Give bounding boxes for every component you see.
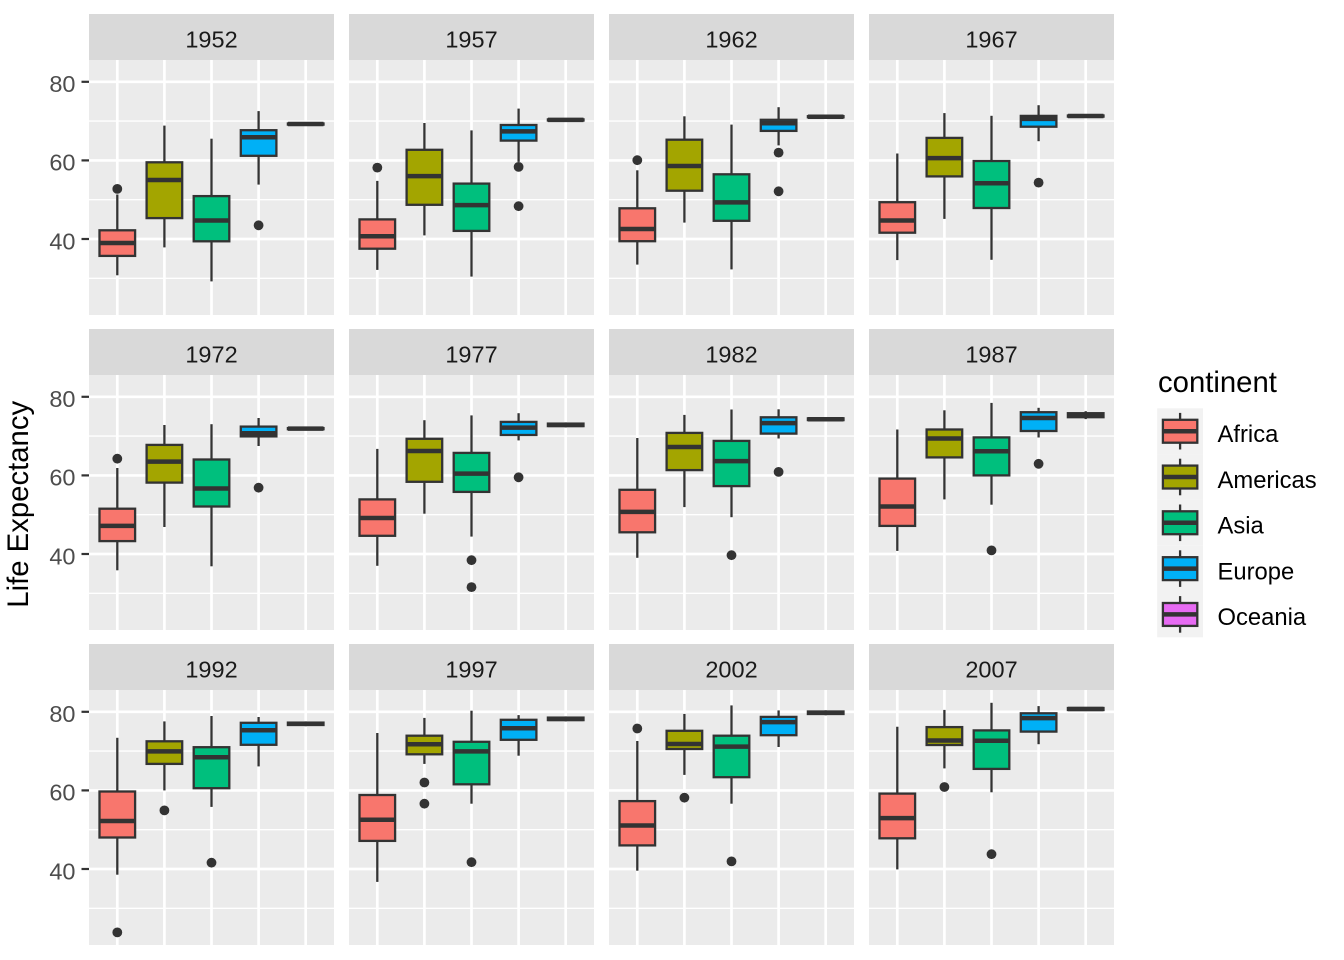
svg-text:40: 40 (49, 858, 75, 884)
svg-text:1962: 1962 (705, 26, 757, 52)
svg-text:80: 80 (49, 71, 75, 97)
svg-text:1977: 1977 (445, 341, 497, 367)
svg-text:2002: 2002 (705, 656, 757, 682)
svg-text:60: 60 (49, 465, 75, 491)
svg-text:1997: 1997 (445, 656, 497, 682)
svg-text:1957: 1957 (445, 26, 497, 52)
svg-text:Europe: Europe (1218, 558, 1295, 585)
svg-text:1952: 1952 (185, 26, 237, 52)
svg-text:60: 60 (49, 150, 75, 176)
svg-text:Americas: Americas (1218, 467, 1317, 494)
svg-text:40: 40 (49, 543, 75, 569)
svg-text:1987: 1987 (965, 341, 1017, 367)
svg-text:1972: 1972 (185, 341, 237, 367)
svg-text:80: 80 (49, 386, 75, 412)
svg-text:1967: 1967 (965, 26, 1017, 52)
svg-text:1992: 1992 (185, 656, 237, 682)
svg-text:Asia: Asia (1218, 513, 1265, 540)
svg-text:80: 80 (49, 701, 75, 727)
svg-text:continent: continent (1158, 366, 1277, 399)
svg-text:Oceania: Oceania (1218, 604, 1307, 631)
svg-text:60: 60 (49, 780, 75, 806)
svg-text:Africa: Africa (1218, 421, 1280, 448)
svg-text:2007: 2007 (965, 656, 1017, 682)
svg-text:1982: 1982 (705, 341, 757, 367)
svg-text:40: 40 (49, 228, 75, 254)
svg-text:Life Expectancy: Life Expectancy (2, 401, 35, 608)
